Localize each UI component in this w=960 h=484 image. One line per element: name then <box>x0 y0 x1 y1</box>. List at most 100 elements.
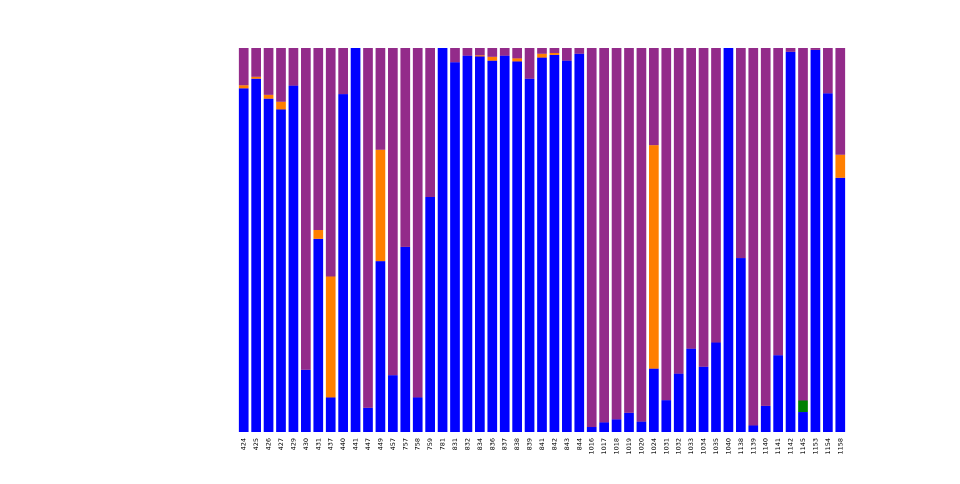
bar-segment-1024-s3 <box>649 48 659 146</box>
bar-segment-832-s0 <box>462 55 473 433</box>
bar-segment-841-s0 <box>537 57 547 432</box>
x-tick-label: 1024 <box>650 438 658 455</box>
bar-segment-427-s3 <box>276 48 286 102</box>
bar-segment-1018-s3 <box>611 48 622 420</box>
bar-segment-426-s3 <box>263 48 274 95</box>
bar-segment-1140-s0 <box>760 405 771 432</box>
bar-segment-1017-s3 <box>599 48 609 423</box>
bar-segment-430-s3 <box>301 48 311 370</box>
bar-segment-1138-s0 <box>736 258 746 432</box>
bar-segment-1035-s3 <box>711 48 721 343</box>
bar-segment-844-s0 <box>574 53 585 432</box>
bar-segment-429-s0 <box>288 85 299 432</box>
x-tick-label: 1032 <box>675 438 683 455</box>
x-tick-label: 429 <box>289 438 297 450</box>
x-tick-label: 457 <box>389 438 397 450</box>
bars-layer <box>238 48 846 433</box>
x-tick-label: 425 <box>252 438 260 450</box>
bar-segment-1139-s3 <box>748 48 759 426</box>
x-tick-label: 449 <box>376 438 384 450</box>
bar-segment-457-s3 <box>388 48 398 376</box>
bar-segment-836-s3 <box>487 48 498 57</box>
bar-segment-1141-s0 <box>773 355 783 432</box>
x-tick-label: 427 <box>277 438 285 450</box>
bar-segment-842-s2 <box>549 52 560 55</box>
bar-segment-1141-s3 <box>773 48 783 356</box>
bar-segment-1040-s0 <box>723 48 734 432</box>
x-tick-label: 844 <box>575 438 583 450</box>
x-tick-label: 831 <box>451 438 459 450</box>
bar-segment-429-s3 <box>288 48 299 86</box>
bar-segment-1153-s3 <box>810 48 821 50</box>
x-tick-label: 447 <box>364 438 372 450</box>
x-tick-label: 838 <box>513 438 521 450</box>
x-tick-label: 424 <box>240 438 248 450</box>
bar-segment-757-s0 <box>400 246 411 432</box>
bar-segment-842-s3 <box>549 48 560 53</box>
x-tick-label: 1019 <box>625 438 633 455</box>
x-tick-label: 757 <box>401 438 409 450</box>
x-tick-label: 1035 <box>712 438 720 455</box>
bar-segment-1034-s0 <box>698 366 709 432</box>
bar-segment-759-s3 <box>425 48 435 197</box>
x-tick-label: 431 <box>314 438 322 450</box>
bar-segment-842-s0 <box>549 54 560 432</box>
bar-segment-843-s0 <box>562 60 572 433</box>
bar-segment-449-s3 <box>375 48 386 150</box>
bar-segment-841-s3 <box>537 48 547 54</box>
bar-segment-424-s0 <box>238 88 249 432</box>
bar-segment-831-s0 <box>450 62 460 433</box>
x-tick-label: 832 <box>463 438 471 450</box>
x-tick-label: 1140 <box>762 438 770 455</box>
x-tick-label: 837 <box>501 438 509 450</box>
x-tick-label: 1034 <box>700 438 708 455</box>
x-tick-label: 839 <box>526 438 534 450</box>
x-tick-label: 1141 <box>774 438 782 455</box>
bar-segment-440-s0 <box>338 94 348 432</box>
x-tick-label: 426 <box>265 438 273 450</box>
bar-segment-1145-s0 <box>798 412 808 432</box>
bar-segment-838-s0 <box>512 61 522 432</box>
bar-segment-838-s2 <box>512 58 522 62</box>
bar-segment-427-s2 <box>276 101 286 110</box>
bar-segment-426-s0 <box>263 98 274 432</box>
bar-segment-449-s0 <box>375 261 386 432</box>
bar-segment-1024-s2 <box>649 145 659 369</box>
x-tick-label: 1139 <box>749 438 757 455</box>
bar-segment-1142-s0 <box>785 51 796 433</box>
x-tick-label: 1040 <box>724 438 732 455</box>
x-tick-label: 1017 <box>600 438 608 455</box>
bar-segment-1158-s3 <box>835 48 846 155</box>
bar-segment-437-s2 <box>325 276 336 398</box>
bar-segment-425-s0 <box>251 78 261 432</box>
x-tick-label: 758 <box>414 438 422 450</box>
bar-segment-1034-s3 <box>698 48 709 367</box>
x-tick-label: 836 <box>488 438 496 450</box>
bar-segment-839-s0 <box>524 78 535 432</box>
bar-segment-425-s2 <box>251 76 261 79</box>
bar-segment-427-s0 <box>276 109 286 432</box>
bar-segment-841-s2 <box>537 53 547 58</box>
bar-segment-838-s3 <box>512 48 522 59</box>
x-tick-label: 781 <box>439 438 447 450</box>
bar-segment-1032-s0 <box>673 373 684 432</box>
bar-segment-758-s3 <box>412 48 423 398</box>
bar-segment-1016-s3 <box>586 48 597 428</box>
bar-segment-447-s0 <box>363 407 373 432</box>
bar-segment-1018-s0 <box>611 419 622 432</box>
bar-segment-1031-s0 <box>661 400 672 432</box>
x-tick-label: 1033 <box>687 438 695 455</box>
bar-segment-1020-s0 <box>636 421 647 432</box>
x-tick-label: 1153 <box>811 438 819 455</box>
x-tick-label: 1031 <box>662 438 670 455</box>
bar-segment-437-s0 <box>325 397 336 432</box>
x-tick-label: 1145 <box>799 438 807 455</box>
x-tick-label: 437 <box>327 438 335 450</box>
bar-segment-1033-s0 <box>686 348 696 432</box>
bar-segment-1032-s3 <box>673 48 684 374</box>
bar-segment-431-s0 <box>313 238 324 432</box>
x-tick-label: 1158 <box>836 438 844 455</box>
bar-segment-1145-s3 <box>798 48 808 401</box>
bar-segment-839-s3 <box>524 48 535 79</box>
bar-segment-1024-s0 <box>649 368 659 432</box>
